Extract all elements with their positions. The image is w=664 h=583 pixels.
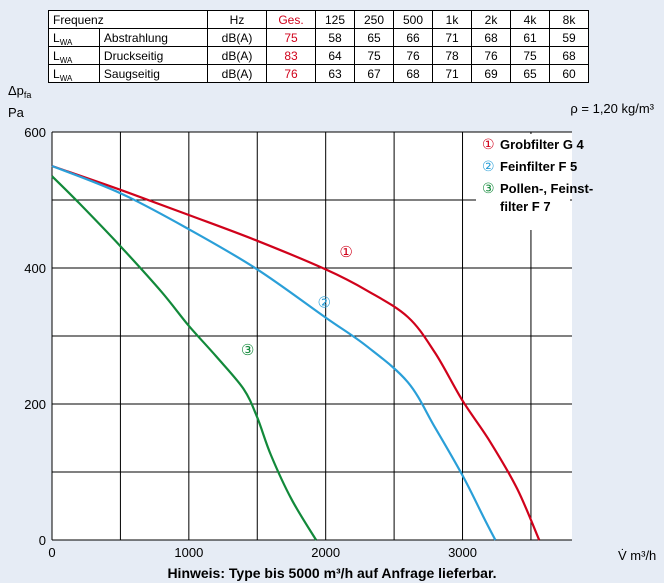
row-value: 71 <box>432 28 472 47</box>
legend-box <box>476 134 570 230</box>
row-value: 68 <box>393 64 433 83</box>
row-value: 66 <box>393 28 433 47</box>
header-frequency: Frequenz <box>48 10 208 29</box>
density-note: ρ = 1,20 kg/m³ <box>570 101 654 116</box>
curve-marker-3: ③ <box>241 341 254 359</box>
legend-marker: ③ <box>482 181 495 197</box>
y-tick-label: 600 <box>24 125 46 140</box>
legend-marker: ① <box>482 137 495 153</box>
table-row-abstrahlung: LWA Abstrahlung dB(A) 75 58 65 66 71 68 … <box>48 28 589 47</box>
legend-marker: ② <box>482 159 495 175</box>
x-tick-label: 3000 <box>448 545 477 560</box>
row-name: Abstrahlung <box>98 28 209 47</box>
curve-marker-1: ① <box>339 243 352 261</box>
row-value: 60 <box>549 64 589 83</box>
x-tick-label: 2000 <box>311 545 340 560</box>
y-tick-label: 0 <box>39 533 46 548</box>
y-axis-unit: Pa <box>8 105 25 120</box>
row-name: Saugseitig <box>98 64 209 83</box>
note: Hinweis: Type bis 5000 m³/h auf Anfrage … <box>167 565 497 581</box>
y-tick-labels: 0 200 400 600 <box>24 125 46 548</box>
table-header-row: Frequenz Hz Ges. 125 250 500 1k 2k 4k 8k <box>48 10 589 29</box>
table-row-saugseitig: LWA Saugseitig dB(A) 76 63 67 68 71 69 6… <box>48 64 589 83</box>
row-symbol: LWA <box>48 46 100 65</box>
row-value: 76 <box>471 46 511 65</box>
table-row-druckseitig: LWA Druckseitig dB(A) 83 64 75 76 78 76 … <box>48 46 589 65</box>
row-value: 65 <box>510 64 550 83</box>
row-total: 83 <box>266 46 316 65</box>
row-value: 78 <box>432 46 472 65</box>
header-band: 4k <box>510 10 550 29</box>
curve-line-3 <box>51 175 318 541</box>
row-value: 65 <box>354 28 394 47</box>
x-tick-label: 0 <box>48 545 55 560</box>
legend: ① Grobfilter G 4 ② Feinfilter F 5 ③ Pollen-, … <box>482 137 593 214</box>
legend-label: Pollen-, Feinst- <box>500 181 593 196</box>
legend-label: filter F 7 <box>500 199 551 214</box>
row-unit: dB(A) <box>207 64 267 83</box>
x-tick-label: 1000 <box>174 545 203 560</box>
curves <box>51 164 541 541</box>
curve-labels: ① ② ③ <box>241 243 353 359</box>
y-axis-label: Δpfa <box>8 83 31 100</box>
header-band: 125 <box>315 10 355 29</box>
legend-label: Feinfilter F 5 <box>500 159 577 174</box>
curve-line-1 <box>51 164 541 541</box>
y-axis-subscript: fa <box>24 90 32 100</box>
row-total: 76 <box>266 64 316 83</box>
y-tick-label: 400 <box>24 261 46 276</box>
sound-power-table: Frequenz Hz Ges. 125 250 500 1k 2k 4k 8k… <box>48 10 589 83</box>
row-value: 61 <box>510 28 550 47</box>
header-band: 250 <box>354 10 394 29</box>
y-axis-symbol: Δp <box>8 83 24 98</box>
row-value: 63 <box>315 64 355 83</box>
row-symbol: LWA <box>48 64 100 83</box>
row-value: 75 <box>354 46 394 65</box>
header-band: 8k <box>549 10 589 29</box>
x-tick-labels: 0 1000 2000 3000 <box>48 545 477 560</box>
curve-marker-2: ② <box>317 293 330 311</box>
y-tick-label: 200 <box>24 397 46 412</box>
x-axis-label: V̇ m³/h <box>618 548 656 563</box>
legend-label: Grobfilter G 4 <box>500 137 585 152</box>
curve-line-2 <box>51 164 497 541</box>
